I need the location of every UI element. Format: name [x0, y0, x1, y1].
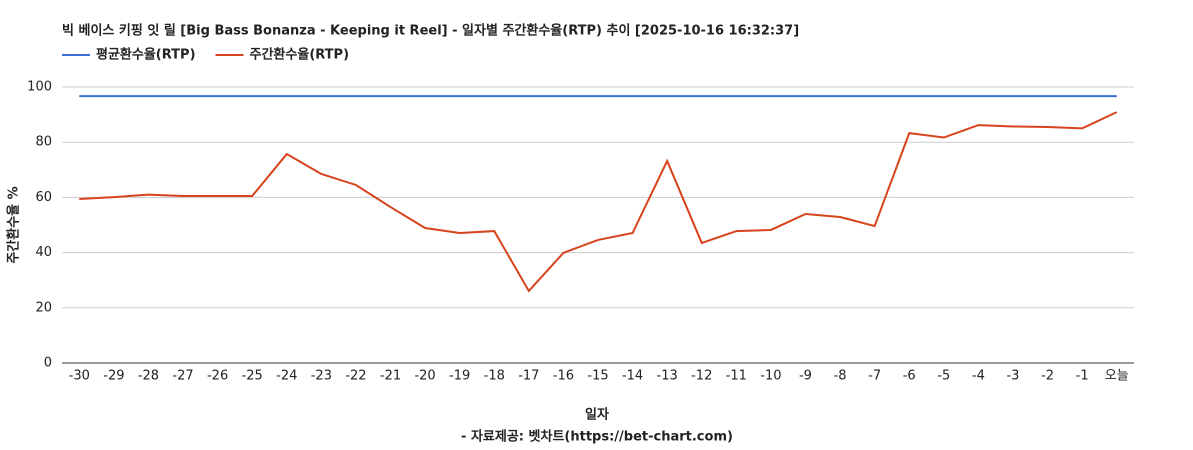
y-axis-label: 주간환수율 % — [6, 186, 22, 263]
x-tick-label: -8 — [834, 369, 847, 384]
x-tick-label: -9 — [799, 369, 812, 384]
x-tick-label: -27 — [172, 369, 193, 384]
x-tick-label: -13 — [657, 369, 678, 384]
x-tick-label: -15 — [587, 369, 608, 384]
x-tick-label: -28 — [138, 369, 159, 384]
x-tick-label: -17 — [518, 369, 539, 384]
x-tick-label: -10 — [760, 369, 781, 384]
y-tick-label: 60 — [35, 190, 52, 205]
x-tick-label: -20 — [414, 369, 435, 384]
legend-label: 주간환수율(RTP) — [250, 47, 350, 63]
x-tick-label: -4 — [972, 369, 985, 384]
x-tick-label: -22 — [345, 369, 366, 384]
x-tick-label: -12 — [691, 369, 712, 384]
y-tick-label: 0 — [44, 356, 52, 371]
chart-title: 빅 베이스 키핑 잇 릴 [Big Bass Bonanza - Keeping… — [62, 23, 799, 39]
x-tick-label: -18 — [484, 369, 505, 384]
x-axis-label: 일자 — [585, 408, 609, 423]
x-tick-label: -23 — [311, 369, 332, 384]
x-tick-label: -2 — [1041, 369, 1054, 384]
x-tick-label: -6 — [903, 369, 916, 384]
y-tick-label: 80 — [35, 135, 52, 150]
x-tick-label: -3 — [1006, 369, 1019, 384]
x-tick-label: -14 — [622, 369, 643, 384]
x-tick-label: -24 — [276, 369, 297, 384]
x-tick-label: -25 — [242, 369, 263, 384]
y-tick-label: 40 — [35, 245, 52, 260]
y-tick-label: 100 — [27, 80, 52, 95]
x-tick-label: -1 — [1076, 369, 1089, 384]
x-tick-label: 오늘 — [1105, 369, 1129, 384]
x-tick-label: -11 — [726, 369, 747, 384]
x-tick-label: -16 — [553, 369, 574, 384]
x-tick-label: -19 — [449, 369, 470, 384]
series-line — [79, 111, 1118, 293]
x-tick-label: -30 — [69, 369, 90, 384]
legend-label: 평균환수율(RTP) — [96, 47, 196, 63]
x-tick-label: -26 — [207, 369, 228, 384]
y-tick-label: 20 — [35, 300, 52, 315]
source: - 자료제공: 벳차트(https://bet-chart.com) — [461, 429, 733, 445]
x-tick-label: -5 — [937, 369, 950, 384]
x-tick-label: -21 — [380, 369, 401, 384]
x-tick-label: -7 — [868, 369, 881, 384]
x-tick-label: -29 — [103, 369, 124, 384]
